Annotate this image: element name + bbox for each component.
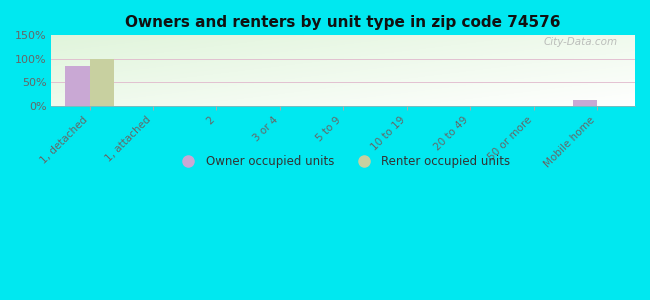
Bar <box>573 100 597 106</box>
Bar <box>90 59 114 106</box>
Bar <box>66 66 90 106</box>
Title: Owners and renters by unit type in zip code 74576: Owners and renters by unit type in zip c… <box>125 15 561 30</box>
Legend: Owner occupied units, Renter occupied units: Owner occupied units, Renter occupied un… <box>172 150 515 172</box>
Text: City-Data.com: City-Data.com <box>543 38 618 47</box>
